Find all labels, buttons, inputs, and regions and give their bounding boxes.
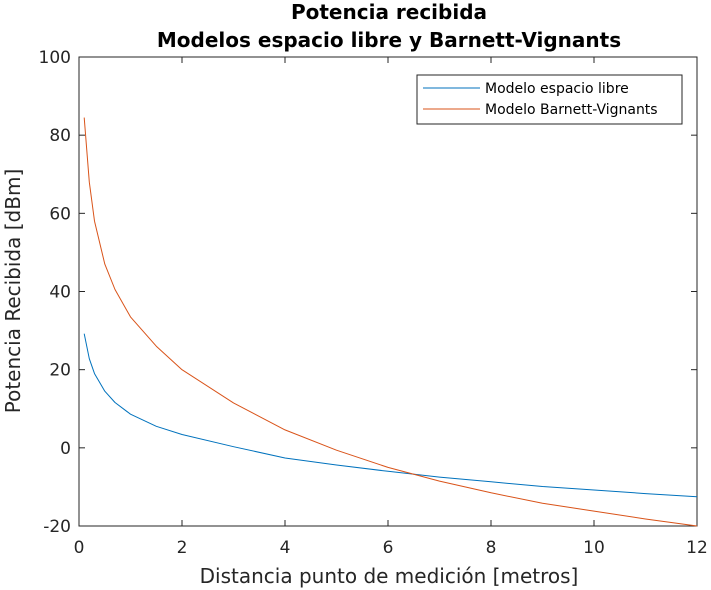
plot-area	[78, 56, 698, 527]
y-axis-label: Potencia Recibida [dBm]	[1, 169, 25, 414]
x-tick-label: 2	[177, 538, 188, 558]
legend: Modelo espacio libre Modelo Barnett-Vign…	[416, 74, 683, 125]
y-tick-label: -20	[43, 517, 71, 537]
series-layer	[83, 117, 698, 527]
x-tick-label: 6	[383, 538, 394, 558]
series-line-barnett-vignants	[83, 117, 698, 527]
x-tick-label: 8	[486, 538, 497, 558]
y-tick-label: 20	[49, 361, 71, 381]
x-tick-label: 10	[583, 538, 605, 558]
y-tick-label: 100	[39, 48, 71, 68]
legend-label-espacio-libre: Modelo espacio libre	[485, 81, 629, 97]
chart-title-line-2: Modelos espacio libre y Barnett-Vignants	[157, 28, 621, 52]
chart-title-line-1: Potencia recibida	[291, 0, 487, 24]
y-tick-label: 60	[49, 204, 71, 224]
series-line-espacio-libre	[83, 333, 698, 498]
legend-box	[416, 74, 683, 125]
x-tick-label: 4	[280, 538, 291, 558]
y-tick-label: 0	[60, 439, 71, 459]
y-tick-label: 40	[49, 283, 71, 303]
x-axis-label: Distancia punto de medición [metros]	[200, 564, 579, 588]
x-tick-label: 0	[74, 538, 85, 558]
y-tick-label: 80	[49, 126, 71, 146]
legend-label-barnett-vignants: Modelo Barnett-Vignants	[485, 102, 658, 118]
x-tick-label: 12	[686, 538, 708, 558]
